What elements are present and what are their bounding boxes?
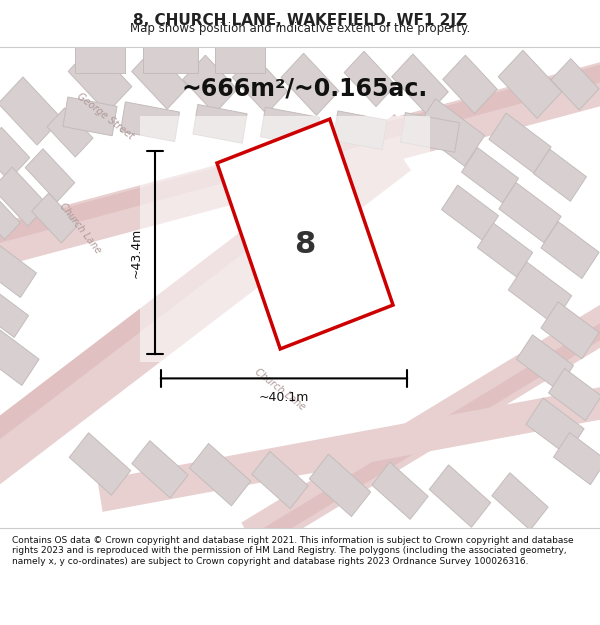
Polygon shape xyxy=(429,465,491,528)
Text: ~666m²/~0.165ac.: ~666m²/~0.165ac. xyxy=(182,76,428,101)
Polygon shape xyxy=(281,53,339,115)
Polygon shape xyxy=(0,291,29,338)
Polygon shape xyxy=(143,42,197,72)
Polygon shape xyxy=(492,472,548,530)
Polygon shape xyxy=(554,432,600,484)
Polygon shape xyxy=(0,246,37,298)
Text: Contains OS data © Crown copyright and database right 2021. This information is : Contains OS data © Crown copyright and d… xyxy=(12,536,574,566)
Polygon shape xyxy=(461,148,518,202)
Polygon shape xyxy=(189,444,251,506)
Polygon shape xyxy=(498,50,562,118)
Text: Map shows position and indicative extent of the property.: Map shows position and indicative extent… xyxy=(130,22,470,35)
Polygon shape xyxy=(215,42,265,72)
Text: ~40.1m: ~40.1m xyxy=(259,391,309,404)
Polygon shape xyxy=(517,335,574,390)
Polygon shape xyxy=(232,55,287,114)
Polygon shape xyxy=(541,302,599,359)
Polygon shape xyxy=(489,113,551,173)
Polygon shape xyxy=(68,45,132,113)
Polygon shape xyxy=(541,222,599,279)
Polygon shape xyxy=(415,99,485,166)
Polygon shape xyxy=(0,127,30,180)
Text: Church Lane: Church Lane xyxy=(253,366,307,412)
Polygon shape xyxy=(551,59,599,110)
Polygon shape xyxy=(25,149,75,202)
Polygon shape xyxy=(252,451,308,509)
Polygon shape xyxy=(132,49,188,109)
Polygon shape xyxy=(63,97,117,136)
Polygon shape xyxy=(533,149,586,201)
Polygon shape xyxy=(0,77,62,145)
Polygon shape xyxy=(0,138,411,491)
Polygon shape xyxy=(372,462,428,519)
Polygon shape xyxy=(140,116,430,362)
Polygon shape xyxy=(132,441,188,498)
Polygon shape xyxy=(309,454,371,516)
Polygon shape xyxy=(548,368,600,421)
Polygon shape xyxy=(400,112,460,152)
Polygon shape xyxy=(526,398,584,455)
Polygon shape xyxy=(443,55,497,113)
Polygon shape xyxy=(217,119,393,349)
Polygon shape xyxy=(193,104,247,143)
Polygon shape xyxy=(32,193,79,243)
Polygon shape xyxy=(478,223,533,277)
Polygon shape xyxy=(0,167,47,226)
Polygon shape xyxy=(260,107,320,147)
Polygon shape xyxy=(69,432,131,495)
Polygon shape xyxy=(0,114,405,451)
Polygon shape xyxy=(508,262,572,324)
Polygon shape xyxy=(344,51,396,106)
Text: Church Lane: Church Lane xyxy=(57,201,103,256)
Text: ~43.4m: ~43.4m xyxy=(130,228,143,278)
Text: 8, CHURCH LANE, WAKEFIELD, WF1 2JZ: 8, CHURCH LANE, WAKEFIELD, WF1 2JZ xyxy=(133,13,467,28)
Polygon shape xyxy=(47,108,93,157)
Polygon shape xyxy=(442,185,499,240)
Polygon shape xyxy=(392,54,448,114)
Polygon shape xyxy=(0,58,600,271)
Polygon shape xyxy=(0,196,20,239)
Polygon shape xyxy=(121,102,179,142)
Polygon shape xyxy=(333,111,387,149)
Polygon shape xyxy=(499,182,561,243)
Text: George Street: George Street xyxy=(75,91,135,141)
Polygon shape xyxy=(75,42,125,72)
Text: 8: 8 xyxy=(295,230,316,259)
Polygon shape xyxy=(97,384,600,512)
Polygon shape xyxy=(0,329,39,386)
Polygon shape xyxy=(257,313,600,546)
Polygon shape xyxy=(0,60,600,248)
Polygon shape xyxy=(183,55,237,113)
Polygon shape xyxy=(241,298,600,555)
